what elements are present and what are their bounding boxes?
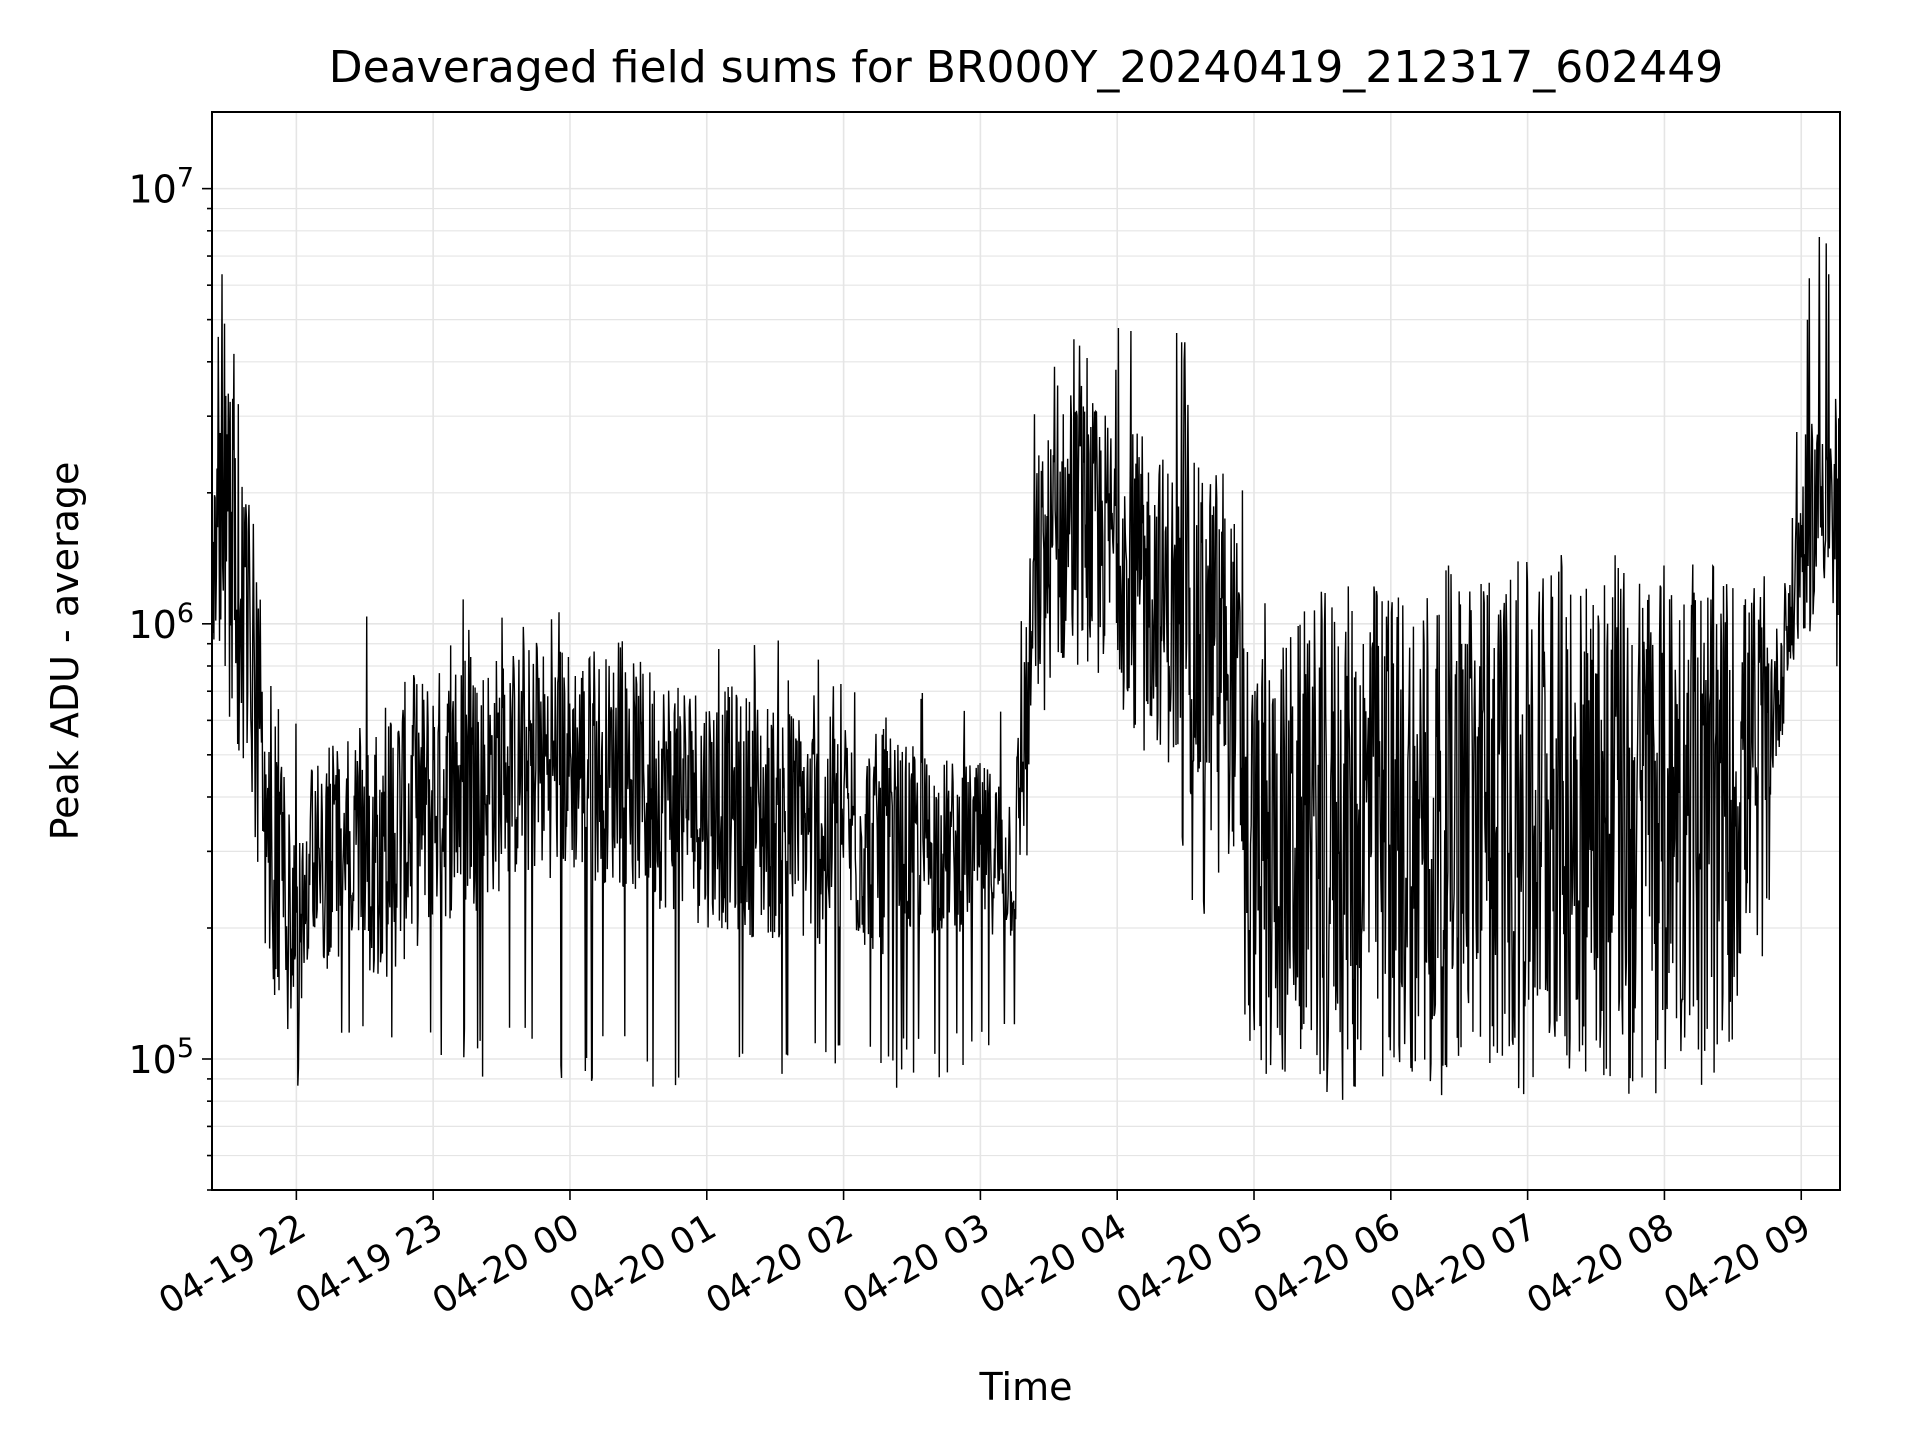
y-tick-label: 106 [128, 598, 194, 647]
series-layer [211, 236, 1841, 1100]
y-axis-label: Peak ADU - average [43, 462, 87, 841]
plot-frame [211, 111, 1841, 1191]
x-axis-label: Time [979, 1365, 1073, 1409]
chart-title: Deaveraged field sums for BR000Y_2024041… [329, 42, 1724, 93]
y-tick-label: 105 [128, 1033, 194, 1082]
y-tick-label: 107 [128, 163, 194, 212]
series-line [211, 236, 1841, 1100]
